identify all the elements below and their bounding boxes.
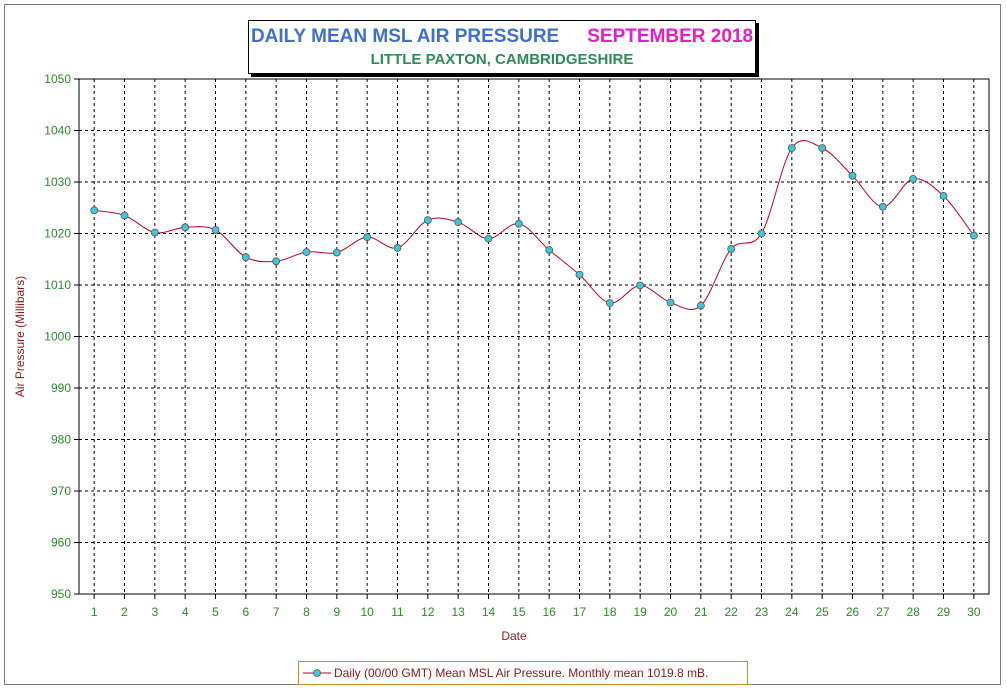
y-tick-label: 1040 <box>44 124 71 138</box>
data-point <box>757 229 766 238</box>
y-tick-label: 1030 <box>44 175 71 189</box>
data-point <box>696 301 705 310</box>
legend-label: Daily (00/00 GMT) Mean MSL Air Pressure.… <box>334 666 709 680</box>
x-tick-label: 4 <box>182 605 189 619</box>
y-tick-label: 1010 <box>44 278 71 292</box>
data-point <box>878 202 887 211</box>
y-tick-label: 950 <box>51 587 71 601</box>
y-tick-label: 1020 <box>44 227 71 241</box>
data-point <box>909 175 918 183</box>
y-tick-label: 960 <box>51 536 71 550</box>
x-tick-label: 25 <box>815 605 829 619</box>
plot-border <box>78 78 990 595</box>
x-tick-label: 1 <box>91 605 98 619</box>
legend: Daily (00/00 GMT) Mean MSL Air Pressure.… <box>298 661 748 685</box>
data-point <box>727 245 736 253</box>
data-point <box>90 206 99 215</box>
data-point <box>787 144 796 152</box>
data-point <box>605 299 614 307</box>
data-point <box>302 248 311 256</box>
x-tick-label: 17 <box>573 605 587 619</box>
data-point <box>181 223 190 232</box>
x-tick-label: 12 <box>421 605 435 619</box>
x-tick-label: 13 <box>451 605 465 619</box>
data-point <box>484 234 493 243</box>
data-point <box>848 171 857 180</box>
x-tick-label: 6 <box>242 605 249 619</box>
x-tick-label: 7 <box>273 605 280 619</box>
data-point <box>636 281 645 290</box>
x-tick-label: 22 <box>724 605 738 619</box>
data-point <box>666 298 675 307</box>
x-tick-label: 10 <box>360 605 374 619</box>
x-tick-label: 18 <box>603 605 617 619</box>
chart-title-month: SEPTEMBER 2018 <box>587 26 754 47</box>
chart-subtitle: LITTLE PAXTON, CAMBRIDGESHIRE <box>370 51 634 68</box>
data-point <box>939 192 948 200</box>
data-point <box>575 270 584 279</box>
x-tick-label: 21 <box>694 605 708 619</box>
x-tick-label: 19 <box>633 605 647 619</box>
data-point <box>363 233 372 242</box>
x-tick-label: 11 <box>391 605 404 619</box>
data-point <box>332 248 341 257</box>
plot-area <box>79 79 989 594</box>
data-point <box>393 244 402 252</box>
legend-marker-icon <box>303 669 331 677</box>
x-tick-label: 3 <box>151 605 158 619</box>
title-line: DAILY MEAN MSL AIR PRESSURE SEPTEMBER 201… <box>249 26 755 48</box>
x-tick-label: 23 <box>755 605 769 619</box>
data-point <box>454 218 463 227</box>
data-point <box>818 144 827 152</box>
x-tick-label: 8 <box>303 605 310 619</box>
x-tick-label: 27 <box>876 605 890 619</box>
x-tick-label: 15 <box>512 605 526 619</box>
x-tick-label: 2 <box>121 605 128 619</box>
data-point <box>514 219 523 228</box>
x-tick-label: 14 <box>482 605 496 619</box>
data-point <box>969 231 978 240</box>
chart-title: DAILY MEAN MSL AIR PRESSURE <box>250 26 560 47</box>
chart-title-box: DAILY MEAN MSL AIR PRESSURE SEPTEMBER 201… <box>248 20 756 74</box>
x-tick-label: 20 <box>664 605 678 619</box>
x-tick-label: 28 <box>906 605 920 619</box>
data-point <box>241 253 250 262</box>
y-tick-label: 1000 <box>44 330 71 344</box>
x-axis-label: Date <box>501 629 527 643</box>
x-tick-label: 5 <box>212 605 219 619</box>
data-point <box>150 228 159 237</box>
data-point <box>211 225 220 234</box>
x-tick-label: 29 <box>937 605 951 619</box>
x-tick-label: 26 <box>846 605 860 619</box>
y-tick-label: 980 <box>51 433 71 447</box>
x-tick-label: 9 <box>333 605 340 619</box>
y-tick-label: 1050 <box>44 72 71 86</box>
data-point <box>272 257 281 266</box>
data-point <box>423 216 432 225</box>
x-tick-label: 24 <box>785 605 799 619</box>
y-tick-label: 970 <box>51 484 71 498</box>
y-axis-label: Air Pressure (Millibars) <box>13 276 27 397</box>
y-tick-label: 990 <box>51 381 71 395</box>
data-point <box>120 211 129 220</box>
x-tick-label: 16 <box>542 605 556 619</box>
data-point <box>545 246 554 254</box>
x-tick-label: 30 <box>967 605 981 619</box>
